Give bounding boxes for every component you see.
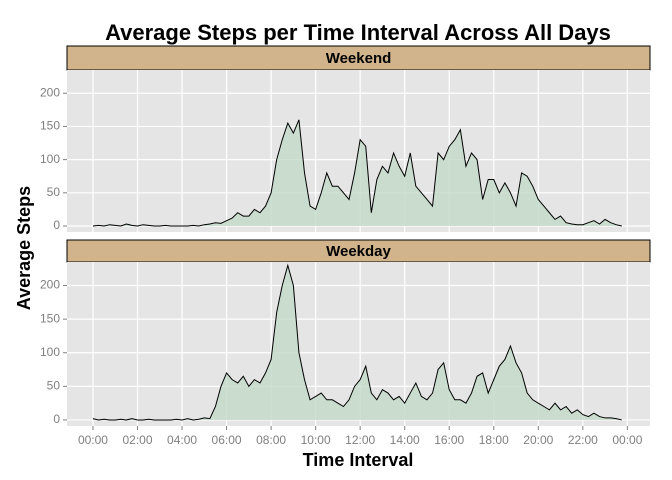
y-tick-label: 150 bbox=[40, 311, 60, 325]
x-tick-label: 12:00 bbox=[345, 433, 375, 447]
x-tick-label: 16:00 bbox=[434, 433, 464, 447]
x-tick-label: 14:00 bbox=[390, 433, 420, 447]
x-tick-label: 00:00 bbox=[78, 433, 108, 447]
y-tick-label: 100 bbox=[40, 152, 60, 166]
x-tick-label: 08:00 bbox=[256, 433, 286, 447]
y-tick-label: 50 bbox=[47, 379, 61, 393]
x-tick-label: 18:00 bbox=[479, 433, 509, 447]
x-axis-label: Time Interval bbox=[303, 450, 414, 470]
x-tick-label: 04:00 bbox=[167, 433, 197, 447]
y-tick-label: 150 bbox=[40, 119, 60, 133]
strip bbox=[66, 45, 651, 71]
chart-title: Average Steps per Time Interval Across A… bbox=[105, 20, 611, 45]
area-fill bbox=[92, 119, 622, 227]
y-tick-label: 200 bbox=[40, 278, 60, 292]
x-tick-label: 06:00 bbox=[212, 433, 242, 447]
x-tick-label: 20:00 bbox=[523, 433, 553, 447]
line bbox=[92, 119, 622, 227]
y-tick-label: 0 bbox=[53, 412, 60, 426]
line bbox=[92, 263, 622, 421]
x-tick-label: 02:00 bbox=[122, 433, 152, 447]
x-tick-label: 22:00 bbox=[568, 433, 598, 447]
y-tick-label: 100 bbox=[40, 345, 60, 359]
x-tick-label: 10:00 bbox=[301, 433, 331, 447]
strip-label: Weekday bbox=[326, 243, 391, 260]
strip-label: Weekend bbox=[326, 50, 392, 67]
y-tick-label: 0 bbox=[53, 218, 60, 232]
y-axis-label: Average Steps bbox=[14, 186, 34, 310]
x-tick-label: 00:00 bbox=[612, 433, 642, 447]
area-fill bbox=[92, 265, 622, 420]
y-tick-label: 200 bbox=[40, 85, 60, 99]
y-tick-label: 50 bbox=[47, 185, 61, 199]
